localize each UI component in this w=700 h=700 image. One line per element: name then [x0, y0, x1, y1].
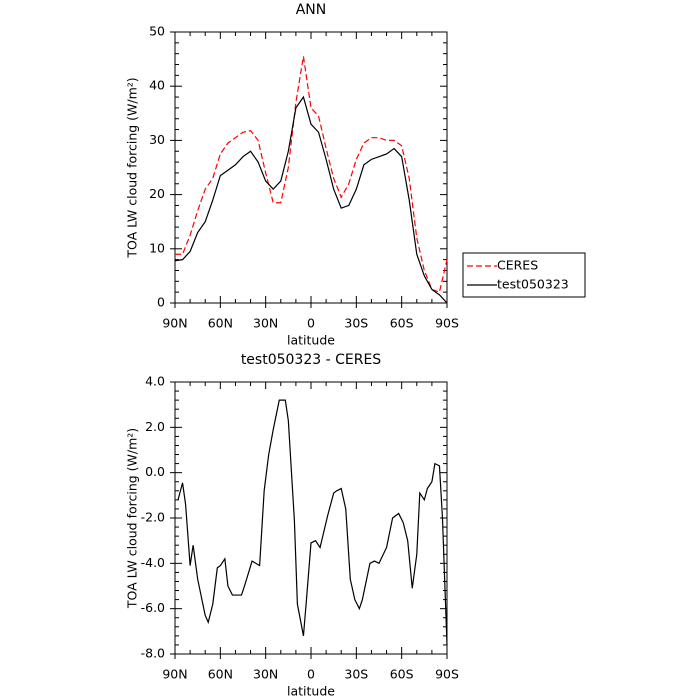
chart-title: test050323 - CERES — [241, 352, 381, 368]
x-tick-label: 60S — [390, 316, 414, 331]
x-tick-label: 30S — [344, 316, 368, 331]
y-tick-label: 0.0 — [145, 464, 165, 479]
y-tick-label: -4.0 — [141, 555, 165, 570]
y-tick-label: -8.0 — [141, 646, 165, 661]
y-tick-label: 10 — [149, 240, 165, 255]
x-tick-label: 30S — [344, 667, 368, 682]
y-tick-label: 4.0 — [145, 374, 165, 389]
legend-label: CERES — [497, 258, 538, 273]
y-axis-label: TOA LW cloud forcing (W/m²) — [125, 77, 140, 258]
x-tick-label: 60S — [390, 667, 414, 682]
x-tick-label: 90S — [435, 667, 459, 682]
x-tick-label: 30N — [253, 316, 278, 331]
x-axis-label: latitude — [287, 684, 335, 699]
plot-frame — [174, 381, 448, 655]
y-tick-label: 50 — [149, 24, 165, 39]
chart-title: ANN — [296, 2, 327, 18]
y-tick-label: -2.0 — [141, 510, 165, 525]
y-tick-label: 30 — [149, 132, 165, 147]
data-line — [177, 399, 448, 645]
y-tick-label: 20 — [149, 186, 165, 201]
x-tick-label: 60N — [208, 316, 233, 331]
x-tick-label: 30N — [253, 667, 278, 682]
legend-box — [462, 252, 586, 298]
y-tick-label: 0 — [157, 295, 165, 310]
data-line — [174, 95, 448, 304]
x-tick-label: 90N — [162, 667, 187, 682]
x-tick-label: 90S — [435, 316, 459, 331]
x-axis-label: latitude — [287, 333, 335, 348]
x-tick-label: 0 — [307, 667, 315, 682]
y-tick-label: 2.0 — [145, 419, 165, 434]
y-tick-label: 40 — [149, 78, 165, 93]
legend-label: test050323 — [497, 277, 569, 292]
x-tick-label: 90N — [162, 316, 187, 331]
data-line — [175, 56, 448, 293]
x-tick-label: 60N — [208, 667, 233, 682]
y-tick-label: -6.0 — [141, 600, 165, 615]
y-axis-label: TOA LW cloud forcing (W/m²) — [125, 428, 140, 609]
x-tick-label: 0 — [307, 316, 315, 331]
